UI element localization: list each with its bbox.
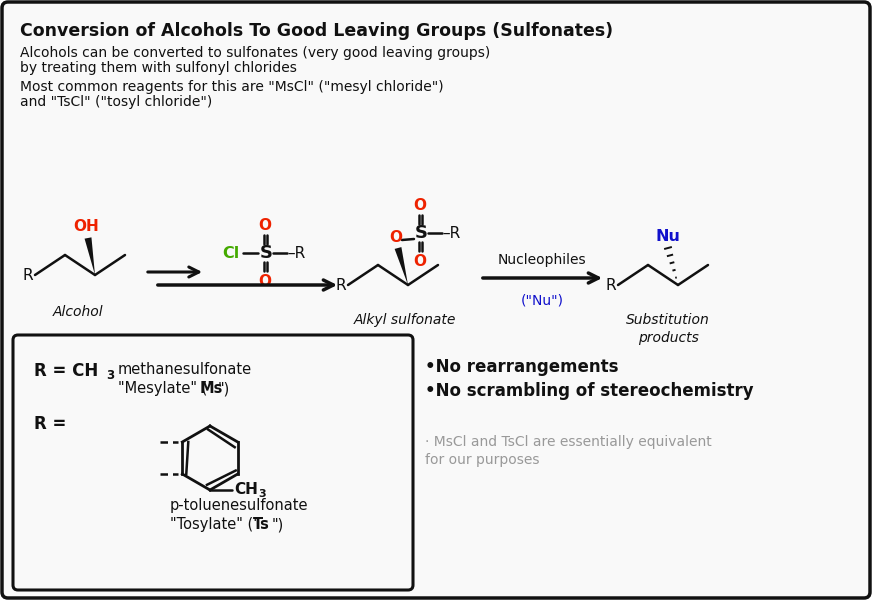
Text: R = CH: R = CH (34, 362, 99, 380)
Text: p-toluenesulfonate: p-toluenesulfonate (170, 498, 309, 513)
Text: 3: 3 (258, 489, 266, 499)
Text: · MsCl and TsCl are essentially equivalent: · MsCl and TsCl are essentially equivale… (425, 435, 712, 449)
Text: methanesulfonate: methanesulfonate (118, 362, 252, 377)
Text: "Tosylate" (": "Tosylate" (" (170, 517, 260, 532)
Text: O: O (258, 274, 271, 289)
Text: •No scrambling of stereochemistry: •No scrambling of stereochemistry (425, 382, 753, 400)
FancyBboxPatch shape (13, 335, 413, 590)
Text: O: O (258, 218, 271, 233)
Text: –R: –R (287, 245, 305, 260)
Text: Most common reagents for this are "MsCl" ("mesyl chloride"): Most common reagents for this are "MsCl"… (20, 80, 444, 94)
Text: Nu: Nu (656, 229, 680, 244)
Polygon shape (395, 247, 408, 285)
Text: for our purposes: for our purposes (425, 453, 540, 467)
Text: Alcohol: Alcohol (52, 305, 103, 319)
Text: Ms: Ms (200, 381, 223, 396)
Text: "): ") (272, 517, 284, 532)
Text: Ts: Ts (253, 517, 269, 532)
Text: and "TsCl" ("tosyl chloride"): and "TsCl" ("tosyl chloride") (20, 95, 212, 109)
Text: •No rearrangements: •No rearrangements (425, 358, 618, 376)
Text: –R: –R (442, 226, 460, 241)
Text: O: O (413, 198, 426, 213)
Text: S: S (260, 244, 273, 262)
Text: by treating them with sulfonyl chlorides: by treating them with sulfonyl chlorides (20, 61, 296, 75)
Text: ("Nu"): ("Nu") (521, 294, 563, 308)
Text: S: S (415, 224, 428, 242)
Text: R: R (605, 277, 616, 292)
Polygon shape (85, 238, 95, 275)
Text: O: O (413, 254, 426, 269)
Text: R: R (23, 268, 33, 283)
Text: R =: R = (34, 415, 66, 433)
Text: Conversion of Alcohols To Good Leaving Groups (Sulfonates): Conversion of Alcohols To Good Leaving G… (20, 22, 613, 40)
Text: R: R (336, 277, 346, 292)
Text: "): ") (218, 381, 230, 396)
Text: Substitution
products: Substitution products (626, 313, 710, 346)
Text: Cl: Cl (222, 245, 239, 260)
Text: Alcohols can be converted to sulfonates (very good leaving groups): Alcohols can be converted to sulfonates … (20, 46, 490, 60)
Text: Nucleophiles: Nucleophiles (498, 253, 586, 267)
Text: CH: CH (234, 482, 258, 497)
Text: 3: 3 (106, 369, 114, 382)
Text: O: O (390, 230, 403, 245)
Text: OH: OH (73, 219, 99, 234)
Text: Alkyl sulfonate: Alkyl sulfonate (354, 313, 456, 327)
Text: "Mesylate" (": "Mesylate" (" (118, 381, 214, 396)
